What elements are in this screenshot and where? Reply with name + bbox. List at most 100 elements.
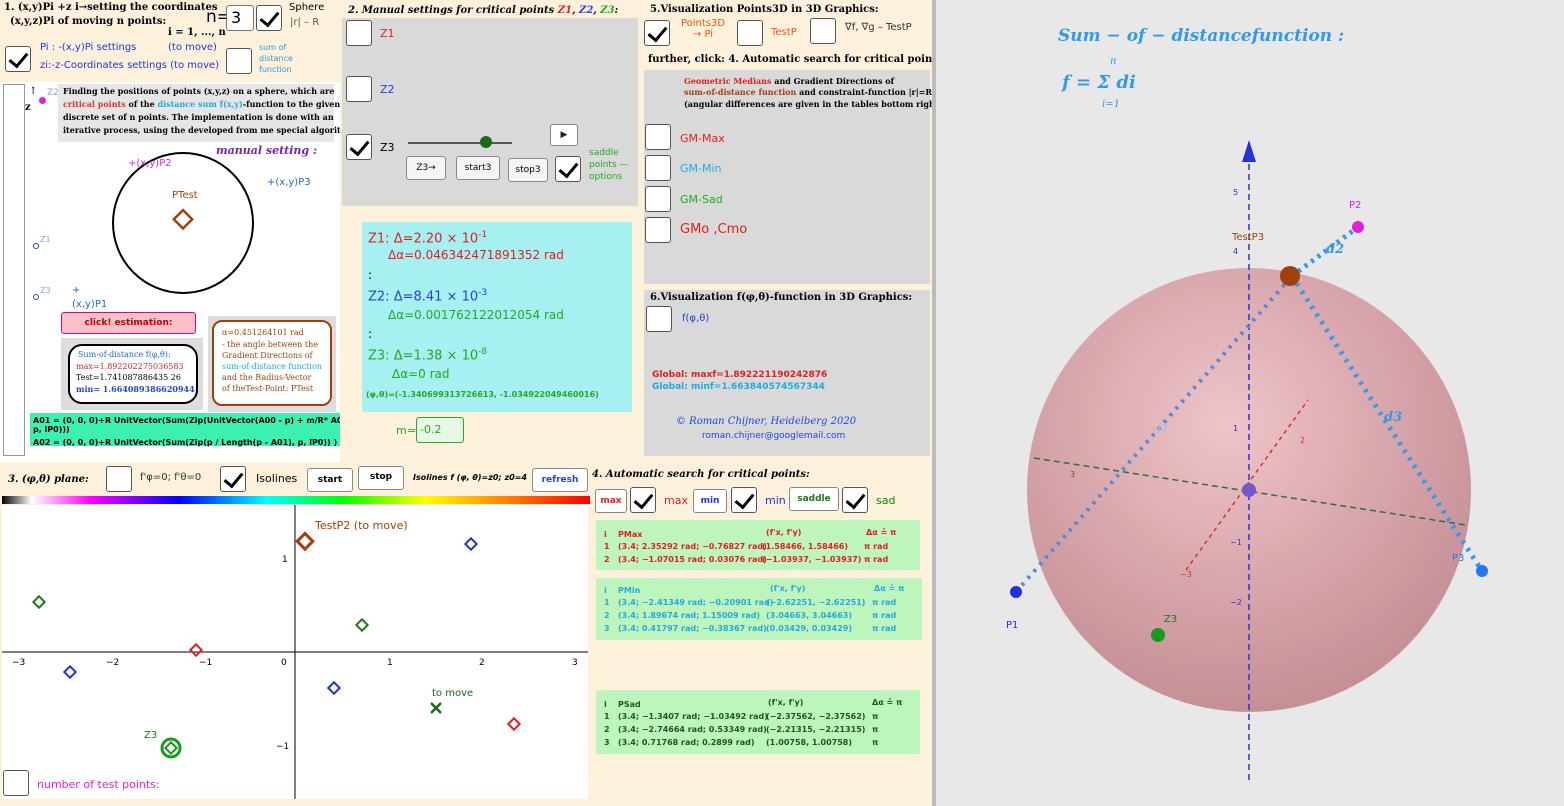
stop-button[interactable]: stop <box>358 466 404 490</box>
label-p1: P1 <box>1006 620 1019 631</box>
z3-button[interactable]: Z3→ <box>406 156 446 180</box>
sphere-3d[interactable] <box>936 0 1564 806</box>
manual-setting-label: manual setting : <box>216 144 318 157</box>
sum-distance-checkbox[interactable] <box>226 48 252 74</box>
panel-6-gray <box>644 290 930 456</box>
alpha-l2: - the angle between the <box>222 340 318 349</box>
xtick-1: 1 <box>387 658 393 668</box>
max-button[interactable]: max <box>595 489 627 513</box>
email: roman.chijner@googlemail.com <box>702 431 846 441</box>
gm-sad-checkbox[interactable] <box>645 186 671 212</box>
alpha-l3: Gradient Directions of <box>222 351 313 360</box>
xy-p3-label: +(x,y)P3 <box>267 177 311 188</box>
gm-line-2: sum-of-distance function and constraint-… <box>684 87 932 97</box>
label-z3: Z3 <box>1164 614 1178 625</box>
gm-o-label: GMo ,Cmo <box>680 222 748 237</box>
pi-settings-checkbox[interactable] <box>5 46 31 72</box>
formula-a01: A01 = (0, 0, 0)+R UnitVector(Sum(Zip(Uni… <box>33 416 352 434</box>
sum-max: max=1.892202275036583 <box>76 362 184 371</box>
play-button[interactable]: ▶ <box>550 124 578 146</box>
sphere-circle <box>112 152 254 294</box>
f-phi-theta-checkbox[interactable] <box>646 306 672 332</box>
xtick-m3: −3 <box>12 658 25 668</box>
fphi-checkbox[interactable] <box>106 466 132 492</box>
sad-checkbox[interactable] <box>842 487 868 513</box>
z3-slider-knob[interactable] <box>480 136 492 148</box>
label-d3: d3 <box>1384 410 1403 425</box>
z2-label: Z2 <box>47 88 59 98</box>
label-testp3: TestP3 <box>1232 232 1265 243</box>
p3-title: 3. (φ,θ) plane: <box>8 474 89 485</box>
saddle-button[interactable]: saddle <box>789 487 839 511</box>
z3-slider-track[interactable] <box>408 142 512 144</box>
alpha-l5: and the Radius-Vector <box>222 373 312 382</box>
panel-1 <box>0 0 340 82</box>
gm-o-checkbox[interactable] <box>645 217 671 243</box>
alpha-l6: of theTest-Point: PTest <box>222 384 314 393</box>
stop3-button[interactable]: stop3 <box>508 158 548 182</box>
zi-settings-label: zi:-z-Coordinates settings (to move) <box>40 60 220 71</box>
alpha-l4: sum-of-distance function <box>222 362 322 371</box>
d1-line <box>1014 274 1294 594</box>
start-button[interactable]: start <box>307 468 353 492</box>
x-tick-2: 2 <box>1300 436 1306 445</box>
sum-distance-label: sum of distance function <box>259 43 293 74</box>
min-button[interactable]: min <box>693 489 727 513</box>
p2-point <box>1352 221 1364 233</box>
label-p3: P3 <box>1452 553 1465 564</box>
delta-z1: Z1: Δ=2.20 × 10-1 <box>368 230 488 247</box>
formula-a02: A02 = (0, 0, 0)+R UnitVector(Sum(Zip(p /… <box>33 438 338 447</box>
phi-theta-plot[interactable]: −3 −2 −1 0 1 2 3 1 −1 <box>2 505 588 799</box>
ntest-checkbox[interactable] <box>3 770 29 796</box>
left-scroll-strip[interactable] <box>3 84 25 456</box>
xtick-0: 0 <box>281 658 287 668</box>
max-checkbox[interactable] <box>630 487 656 513</box>
n-input[interactable]: 3 <box>226 5 254 31</box>
saddle-checkbox[interactable] <box>555 156 581 182</box>
max-table: i PMax (f'x, f'y) Δα ≟ π 1 (3.4; 2.35292… <box>596 520 920 570</box>
z2-point[interactable] <box>39 97 46 104</box>
sum-test: Test=1.741087886435 26 <box>76 373 181 382</box>
sphere-checkbox[interactable] <box>256 5 282 31</box>
gm-max-checkbox[interactable] <box>645 124 671 150</box>
z-tick-4: 4 <box>1233 247 1239 256</box>
colorbar <box>2 496 590 504</box>
gm-min-checkbox[interactable] <box>645 155 671 181</box>
gm-line-1: Geometric Medians and Gradient Direction… <box>684 76 895 86</box>
z3-checkbox[interactable] <box>346 134 372 160</box>
min-marker-1 <box>463 536 479 552</box>
z1-checkbox[interactable] <box>346 20 372 46</box>
z3-marker <box>160 737 182 759</box>
z3-point[interactable] <box>33 294 39 300</box>
refresh-button[interactable]: refresh <box>532 468 588 492</box>
p6-title: 6.Visualization f(φ,θ)-function in 3D Gr… <box>650 292 913 303</box>
delta-z2-alpha: Δα=0.001762122012054 rad <box>388 308 564 322</box>
xy-p1-label: + (x,y)P1 <box>72 285 108 310</box>
z3-inner-marker <box>163 740 179 756</box>
testp-checkbox[interactable] <box>737 20 763 46</box>
center-point <box>1242 483 1256 497</box>
grad-checkbox[interactable] <box>810 18 836 44</box>
m-input[interactable]: -0.2 <box>416 417 464 443</box>
z-tick-m2: −2 <box>1230 598 1242 607</box>
points3d-checkbox[interactable] <box>644 20 670 46</box>
tomove-cross-b <box>430 702 442 714</box>
z1-label: Z1 <box>40 235 51 244</box>
z1-point[interactable] <box>33 243 39 249</box>
start3-button[interactable]: start3 <box>456 156 500 180</box>
isolines-checkbox[interactable] <box>220 466 246 492</box>
info-text-2: critical points of the distance sum f(x,… <box>63 99 341 109</box>
isolines-label: Isolines <box>256 472 298 485</box>
z2-checkbox[interactable] <box>346 76 372 102</box>
r-label: |r| – R <box>290 17 320 28</box>
xtick-3: 3 <box>572 658 578 668</box>
p1-point <box>1010 586 1022 598</box>
ytick-m1: −1 <box>276 742 289 752</box>
plot-markers <box>31 531 522 759</box>
estimation-button[interactable]: click! estimation: max/min <box>61 312 196 348</box>
z-axis-arrowhead <box>1242 140 1256 162</box>
p2-title: 2. Manual settings for critical points Z… <box>348 5 619 16</box>
min-checkbox[interactable] <box>731 487 757 513</box>
max-marker-2 <box>506 716 522 732</box>
testp3-point <box>1280 266 1300 286</box>
